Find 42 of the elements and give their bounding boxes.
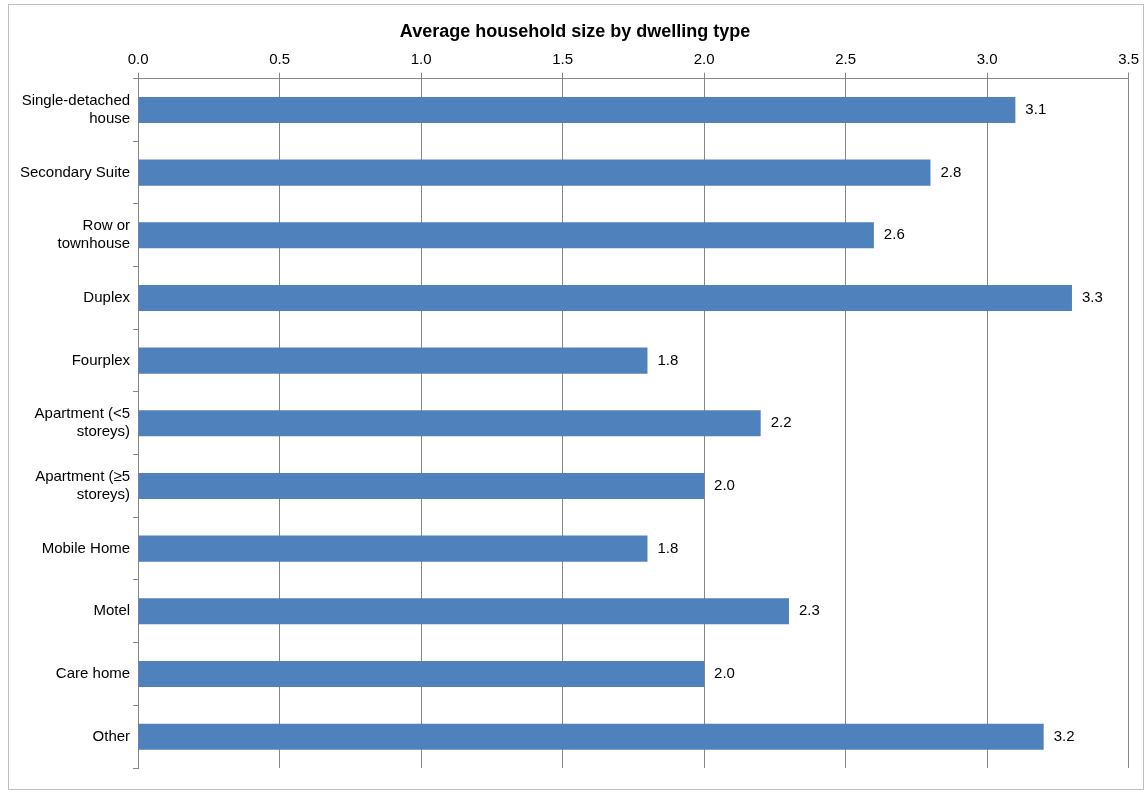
data-label: 2.0 (714, 476, 735, 494)
data-label: 2.6 (883, 225, 905, 243)
bar (138, 347, 648, 374)
bar (138, 723, 1044, 750)
y-tick-label: Fourplex (71, 350, 131, 368)
y-tick-label: Care home (55, 664, 131, 682)
data-label: 3.1 (1025, 100, 1047, 118)
y-tick-label: Other (92, 726, 131, 744)
x-tick-label: 0.0 (127, 49, 149, 67)
data-label: 1.8 (657, 350, 679, 368)
y-tick-label: Row or townhouse (57, 216, 131, 252)
x-tick-label: 1.5 (552, 49, 573, 67)
y-tick-label: Duplex (83, 288, 131, 306)
data-label: 2.2 (770, 413, 792, 431)
y-tick-label: Apartment (≥5 storeys) (35, 467, 131, 503)
bar (138, 284, 1072, 311)
data-label: 1.8 (657, 538, 679, 556)
y-tick-label: Mobile Home (41, 538, 131, 556)
data-label: 2.8 (940, 162, 962, 180)
y-tick-label: Apartment (<5 storeys) (34, 404, 131, 440)
bar (138, 159, 931, 186)
data-label: 2.3 (798, 601, 820, 619)
x-tick-label: 3.0 (976, 49, 998, 67)
bar (138, 660, 705, 688)
x-tick-label: 3.5 (1118, 49, 1139, 67)
chart-title: Average household size by dwelling type (399, 20, 751, 41)
x-tick-label: 2.0 (693, 49, 715, 67)
bar (138, 96, 1016, 123)
bar (138, 535, 648, 562)
data-label: 3.3 (1081, 288, 1103, 306)
data-label: 2.0 (714, 664, 735, 682)
x-tick-label: 0.5 (269, 49, 290, 67)
x-tick-label: 2.5 (835, 49, 856, 67)
data-label: 3.2 (1053, 726, 1075, 744)
y-tick-label: Single-detached house (21, 91, 131, 127)
x-tick-label: 1.0 (410, 49, 432, 67)
bar (138, 472, 705, 500)
y-tick-label: Secondary Suite (19, 162, 131, 180)
bar (138, 410, 761, 437)
bar (138, 598, 789, 625)
y-tick-label: Motel (93, 601, 131, 619)
bar (138, 222, 874, 249)
